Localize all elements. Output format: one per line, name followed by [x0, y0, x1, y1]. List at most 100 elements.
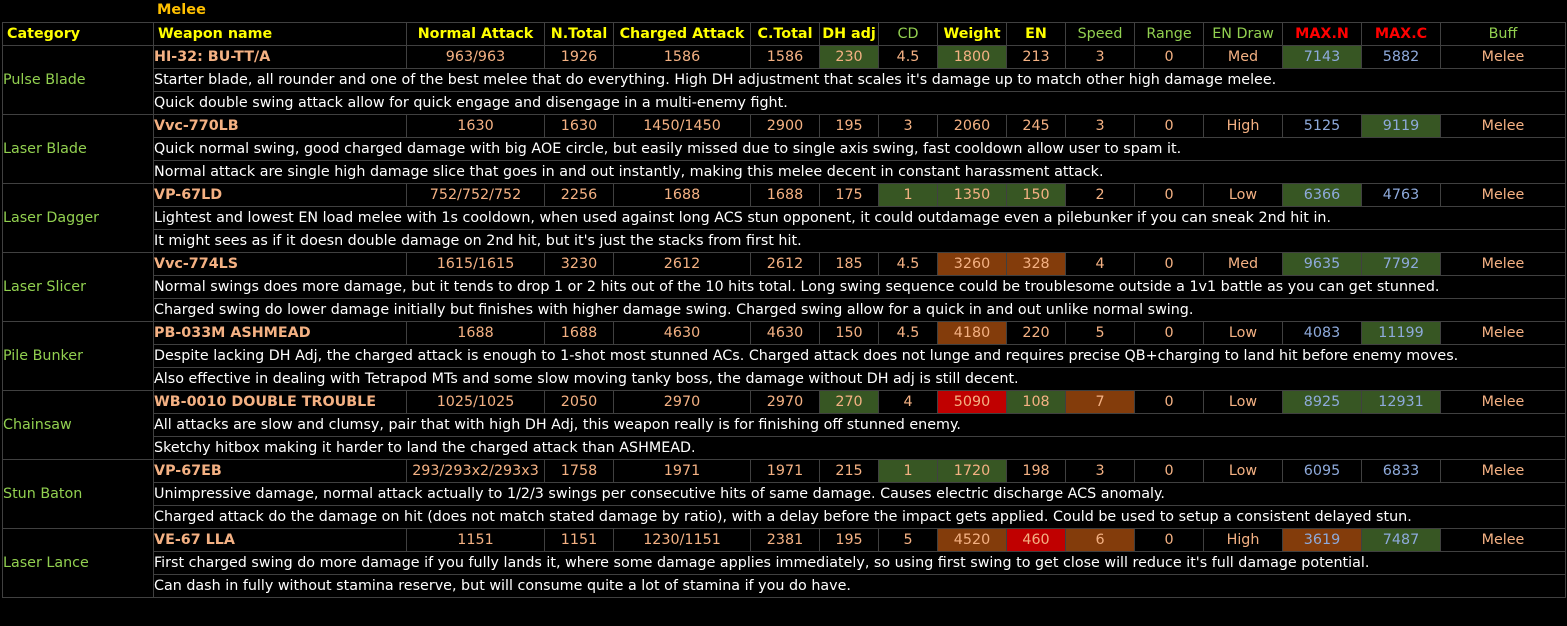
- weapon-note-cell[interactable]: Charged attack do the damage on hit (doe…: [153, 505, 1566, 529]
- max-c-cell[interactable]: 11199: [1361, 321, 1441, 345]
- weapon-row[interactable]: Chainsaw WB-0010 DOUBLE TROUBLE 1025/1025 2…: [2, 390, 1566, 460]
- speed-cell[interactable]: 3: [1065, 45, 1135, 69]
- charged-attack-cell[interactable]: 1450/1450: [613, 114, 751, 138]
- weapon-note-cell[interactable]: Unimpressive damage, normal attack actua…: [153, 482, 1566, 506]
- buff-cell[interactable]: Melee: [1440, 390, 1566, 414]
- weapon-row[interactable]: Laser Slicer Vvc-774LS 1615/1615 3230 2612 26…: [2, 252, 1566, 322]
- weapon-note-cell[interactable]: Lightest and lowest EN load melee with 1…: [153, 206, 1566, 230]
- range-cell[interactable]: 0: [1134, 183, 1204, 207]
- en-cell[interactable]: 328: [1006, 252, 1066, 276]
- en-cell[interactable]: 198: [1006, 459, 1066, 483]
- dh-adj-cell[interactable]: 215: [819, 459, 879, 483]
- max-n-cell[interactable]: 6366: [1282, 183, 1362, 207]
- buff-cell[interactable]: Melee: [1440, 252, 1566, 276]
- normal-attack-cell[interactable]: 1688: [406, 321, 545, 345]
- weapon-name-cell[interactable]: PB-033M ASHMEAD: [153, 321, 407, 345]
- max-c-cell[interactable]: 7792: [1361, 252, 1441, 276]
- category-cell[interactable]: Laser Blade: [2, 114, 154, 184]
- speed-cell[interactable]: 5: [1065, 321, 1135, 345]
- weapon-note-cell[interactable]: Quick double swing attack allow for quic…: [153, 91, 1566, 115]
- weapon-name-cell[interactable]: HI-32: BU-TT/A: [153, 45, 407, 69]
- max-n-cell[interactable]: 3619: [1282, 528, 1362, 552]
- cd-cell[interactable]: 5: [878, 528, 938, 552]
- charged-attack-cell[interactable]: 1230/1151: [613, 528, 751, 552]
- buff-cell[interactable]: Melee: [1440, 114, 1566, 138]
- weapon-row[interactable]: Pulse Blade HI-32: BU-TT/A 963/963 1926 1586…: [2, 45, 1566, 115]
- weapon-note-cell[interactable]: Starter blade, all rounder and one of th…: [153, 68, 1566, 92]
- dh-adj-cell[interactable]: 185: [819, 252, 879, 276]
- weight-cell[interactable]: 1350: [937, 183, 1007, 207]
- dh-adj-cell[interactable]: 195: [819, 114, 879, 138]
- max-c-cell[interactable]: 6833: [1361, 459, 1441, 483]
- charged-attack-cell[interactable]: 2970: [613, 390, 751, 414]
- max-n-cell[interactable]: 8925: [1282, 390, 1362, 414]
- cd-cell[interactable]: 4.5: [878, 321, 938, 345]
- en-draw-cell[interactable]: Low: [1203, 183, 1283, 207]
- category-cell[interactable]: Chainsaw: [2, 390, 154, 460]
- buff-cell[interactable]: Melee: [1440, 459, 1566, 483]
- speed-cell[interactable]: 3: [1065, 114, 1135, 138]
- charged-attack-cell[interactable]: 2612: [613, 252, 751, 276]
- en-draw-cell[interactable]: Med: [1203, 45, 1283, 69]
- category-cell[interactable]: Laser Dagger: [2, 183, 154, 253]
- weapon-name-cell[interactable]: VP-67EB: [153, 459, 407, 483]
- max-n-cell[interactable]: 5125: [1282, 114, 1362, 138]
- range-cell[interactable]: 0: [1134, 321, 1204, 345]
- category-cell[interactable]: Laser Lance: [2, 528, 154, 598]
- category-cell[interactable]: Laser Slicer: [2, 252, 154, 322]
- range-cell[interactable]: 0: [1134, 252, 1204, 276]
- c-total-cell[interactable]: 2381: [750, 528, 820, 552]
- speed-cell[interactable]: 3: [1065, 459, 1135, 483]
- dh-adj-cell[interactable]: 195: [819, 528, 879, 552]
- dh-adj-cell[interactable]: 230: [819, 45, 879, 69]
- weight-cell[interactable]: 3260: [937, 252, 1007, 276]
- cd-cell[interactable]: 4.5: [878, 252, 938, 276]
- weapon-note-cell[interactable]: Sketchy hitbox making it harder to land …: [153, 436, 1566, 460]
- cd-cell[interactable]: 3: [878, 114, 938, 138]
- n-total-cell[interactable]: 1688: [544, 321, 614, 345]
- cd-cell[interactable]: 1: [878, 183, 938, 207]
- charged-attack-cell[interactable]: 1586: [613, 45, 751, 69]
- normal-attack-cell[interactable]: 293/293x2/293x3: [406, 459, 545, 483]
- n-total-cell[interactable]: 3230: [544, 252, 614, 276]
- en-draw-cell[interactable]: Low: [1203, 459, 1283, 483]
- c-total-cell[interactable]: 1586: [750, 45, 820, 69]
- dh-adj-cell[interactable]: 270: [819, 390, 879, 414]
- c-total-cell[interactable]: 2970: [750, 390, 820, 414]
- en-cell[interactable]: 245: [1006, 114, 1066, 138]
- en-cell[interactable]: 460: [1006, 528, 1066, 552]
- max-n-cell[interactable]: 9635: [1282, 252, 1362, 276]
- n-total-cell[interactable]: 2050: [544, 390, 614, 414]
- cd-cell[interactable]: 1: [878, 459, 938, 483]
- category-cell[interactable]: Pile Bunker: [2, 321, 154, 391]
- c-total-cell[interactable]: 1688: [750, 183, 820, 207]
- weapon-name-cell[interactable]: Vvc-774LS: [153, 252, 407, 276]
- range-cell[interactable]: 0: [1134, 390, 1204, 414]
- weapon-note-cell[interactable]: Charged swing do lower damage initially …: [153, 298, 1566, 322]
- buff-cell[interactable]: Melee: [1440, 528, 1566, 552]
- weapon-note-cell[interactable]: Despite lacking DH Adj, the charged atta…: [153, 344, 1566, 368]
- en-draw-cell[interactable]: Low: [1203, 390, 1283, 414]
- normal-attack-cell[interactable]: 752/752/752: [406, 183, 545, 207]
- normal-attack-cell[interactable]: 1151: [406, 528, 545, 552]
- weapon-name-cell[interactable]: VE-67 LLA: [153, 528, 407, 552]
- c-total-cell[interactable]: 4630: [750, 321, 820, 345]
- weight-cell[interactable]: 4180: [937, 321, 1007, 345]
- category-cell[interactable]: Stun Baton: [2, 459, 154, 529]
- c-total-cell[interactable]: 1971: [750, 459, 820, 483]
- n-total-cell[interactable]: 1630: [544, 114, 614, 138]
- charged-attack-cell[interactable]: 1688: [613, 183, 751, 207]
- speed-cell[interactable]: 7: [1065, 390, 1135, 414]
- max-n-cell[interactable]: 4083: [1282, 321, 1362, 345]
- max-c-cell[interactable]: 4763: [1361, 183, 1441, 207]
- max-n-cell[interactable]: 7143: [1282, 45, 1362, 69]
- normal-attack-cell[interactable]: 963/963: [406, 45, 545, 69]
- weapon-row[interactable]: Laser Blade Vvc-770LB 1630 1630 1450/1450 290…: [2, 114, 1566, 184]
- weapon-row[interactable]: Stun Baton VP-67EB 293/293x2/293x3 1758 1971…: [2, 459, 1566, 529]
- range-cell[interactable]: 0: [1134, 45, 1204, 69]
- category-cell[interactable]: Pulse Blade: [2, 45, 154, 115]
- max-c-cell[interactable]: 5882: [1361, 45, 1441, 69]
- cd-cell[interactable]: 4.5: [878, 45, 938, 69]
- weapon-row[interactable]: Pile Bunker PB-033M ASHMEAD 1688 1688 4630 46…: [2, 321, 1566, 391]
- normal-attack-cell[interactable]: 1025/1025: [406, 390, 545, 414]
